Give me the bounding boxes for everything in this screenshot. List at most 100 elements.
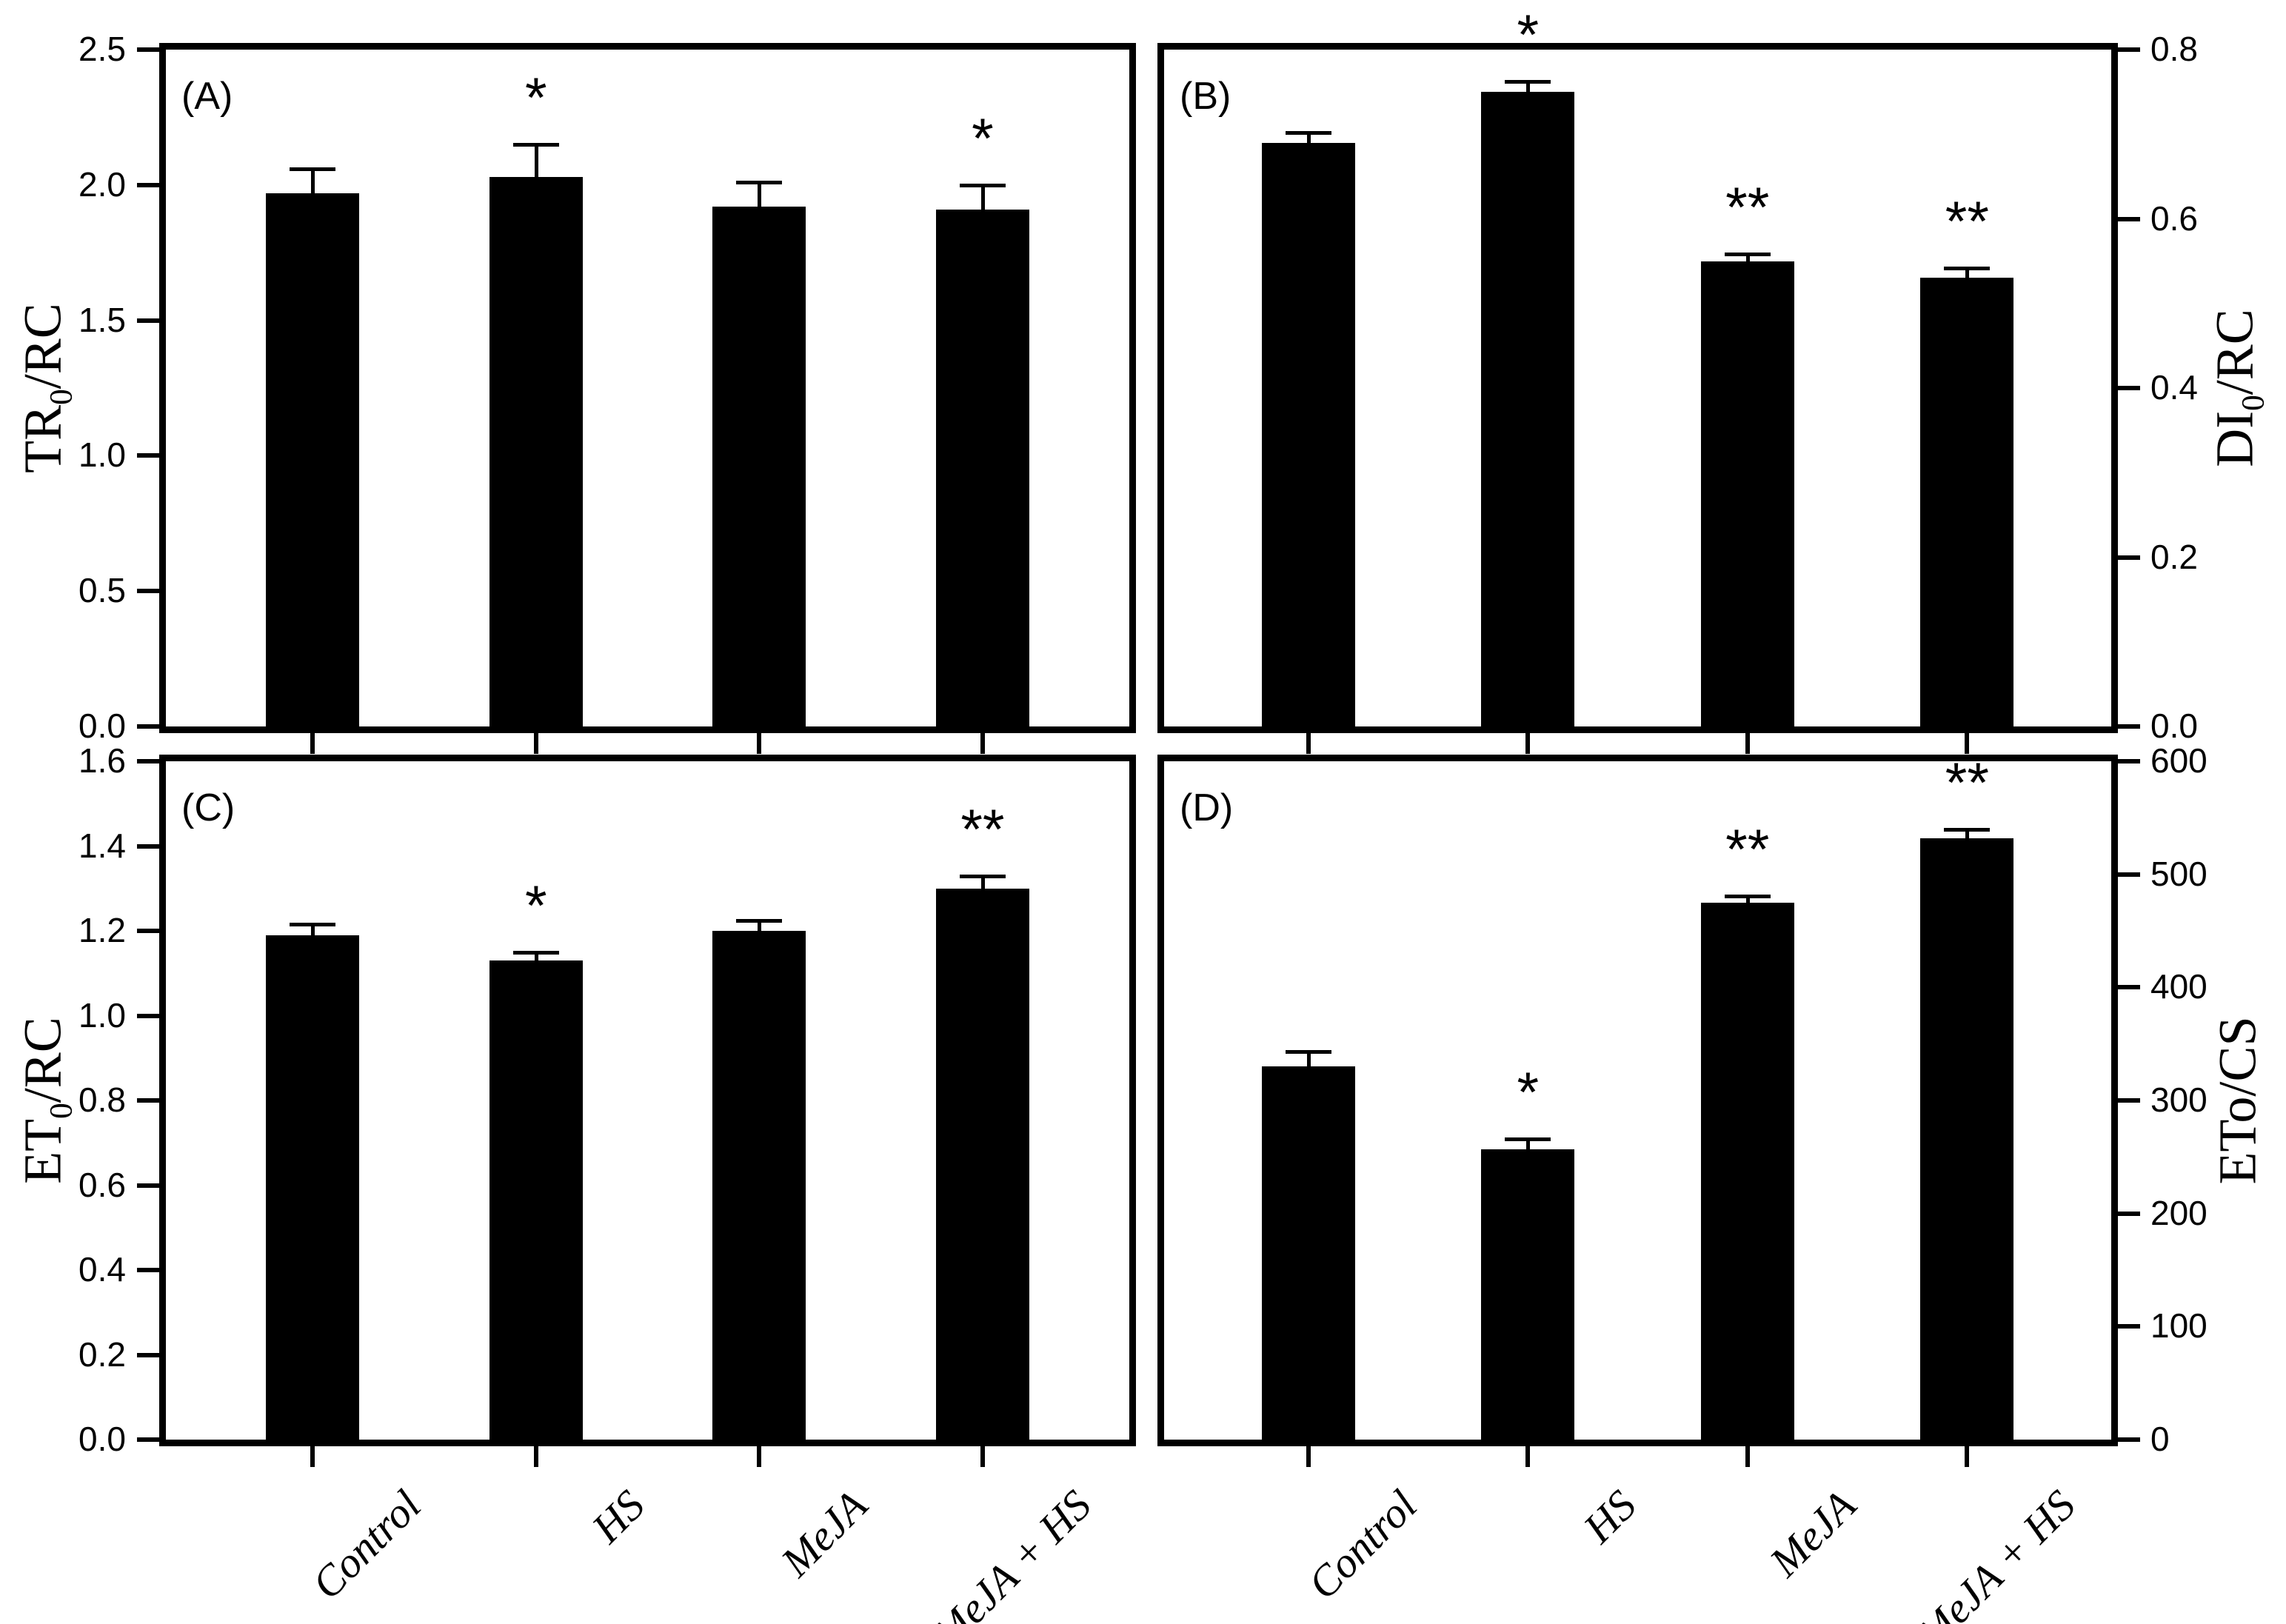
- error-bar-stem: [534, 144, 538, 177]
- bar-MeJA: [1700, 902, 1794, 1440]
- bar-MeJA + HS: [935, 209, 1029, 726]
- y-axis-tick: [137, 724, 159, 729]
- bar-HS: [489, 176, 583, 726]
- y-axis-tick-label: 1.5: [78, 300, 126, 339]
- error-bar-cap: [736, 181, 783, 185]
- y-axis-tick-label: 0.0: [78, 706, 126, 745]
- error-bar-stem: [758, 182, 762, 207]
- y-axis-tick: [2118, 985, 2140, 990]
- y-axis-tick: [137, 759, 159, 763]
- panel-A-box: [159, 43, 1136, 733]
- error-bar-stem: [980, 875, 985, 889]
- significance-marker: **: [1725, 176, 1770, 240]
- x-axis-tick: [757, 733, 762, 754]
- y-axis-tick-label: 1.0: [78, 435, 126, 475]
- error-bar-cap: [512, 950, 559, 955]
- x-category-label: MeJA: [772, 1480, 877, 1586]
- x-category-label: MeJA + HS: [923, 1480, 1100, 1624]
- bar-MeJA + HS: [1920, 838, 2014, 1440]
- y-axis-tick: [137, 1098, 159, 1103]
- panel-B-box: [1157, 43, 2118, 733]
- x-axis-tick: [310, 1446, 315, 1467]
- bar-Control: [1261, 142, 1355, 726]
- error-bar-stem: [1526, 81, 1531, 93]
- error-bar-cap: [1285, 1050, 1331, 1055]
- y-axis-tick: [2118, 724, 2140, 729]
- y-axis-tick: [137, 589, 159, 594]
- y-axis-tick-label: 0.0: [78, 1420, 126, 1458]
- significance-marker: **: [1945, 751, 1989, 815]
- y-axis-title: DI0/RC: [2205, 309, 2271, 467]
- y-axis-tick-label: 0.2: [2150, 537, 2198, 576]
- y-axis-tick: [137, 843, 159, 849]
- significance-marker: **: [960, 798, 1005, 861]
- x-axis-tick: [980, 1446, 985, 1467]
- y-axis-tick: [2118, 759, 2140, 763]
- y-axis-tick: [2118, 1098, 2140, 1103]
- y-axis-tick: [137, 47, 159, 52]
- y-axis-tick-label: 400: [2150, 967, 2208, 1006]
- panel-letter: (D): [1180, 786, 1234, 829]
- x-axis-tick: [1525, 733, 1531, 754]
- y-axis-tick-label: 0.8: [78, 1080, 126, 1119]
- y-axis-tick-label: 0.4: [78, 1250, 126, 1289]
- significance-marker: **: [1725, 818, 1770, 881]
- y-axis-tick: [2118, 1211, 2140, 1216]
- significance-marker: *: [1517, 1060, 1540, 1124]
- y-axis-tick-label: 500: [2150, 854, 2208, 893]
- bar-Control: [266, 935, 360, 1440]
- y-axis-tick: [137, 1013, 159, 1018]
- y-axis-tick: [137, 929, 159, 933]
- bar-HS: [1481, 1149, 1575, 1440]
- error-bar-stem: [1965, 829, 1970, 838]
- y-axis-tick: [137, 1352, 159, 1357]
- error-bar-cap: [1944, 827, 1991, 832]
- y-axis-title: TR0/RC: [13, 303, 79, 473]
- error-bar-cap: [290, 923, 336, 927]
- significance-marker: *: [524, 874, 547, 938]
- significance-marker: **: [1945, 190, 1989, 253]
- bar-MeJA: [712, 207, 806, 726]
- y-axis-tick-label: 200: [2150, 1193, 2208, 1232]
- x-axis-tick: [980, 733, 985, 754]
- panel-C-box: [159, 755, 1136, 1446]
- x-axis-tick: [533, 733, 538, 754]
- error-bar-stem: [1306, 1052, 1311, 1067]
- y-axis-tick-label: 0.6: [78, 1165, 126, 1204]
- x-axis-tick: [310, 733, 315, 754]
- x-axis-tick: [1306, 1446, 1311, 1467]
- y-axis-tick-label: 0.8: [2150, 30, 2198, 68]
- error-bar-stem: [1745, 895, 1750, 903]
- y-axis-tick-label: 100: [2150, 1306, 2208, 1346]
- bar-Control: [266, 193, 360, 726]
- x-axis-tick: [1745, 1446, 1750, 1467]
- y-axis-tick-label: 0.2: [78, 1334, 126, 1374]
- y-axis-tick: [2118, 216, 2140, 221]
- y-axis-tick-label: 1.4: [78, 826, 126, 865]
- error-bar-cap: [290, 167, 336, 171]
- y-axis-tick-label: 2.0: [78, 164, 126, 204]
- error-bar-stem: [311, 168, 315, 193]
- x-axis-tick: [1965, 1446, 1970, 1467]
- y-axis-tick: [2118, 386, 2140, 390]
- bar-HS: [489, 960, 583, 1440]
- error-bar-stem: [1526, 1138, 1531, 1149]
- x-axis-tick: [533, 1446, 538, 1467]
- error-bar-cap: [1944, 266, 1991, 270]
- error-bar-stem: [534, 952, 538, 961]
- significance-marker: *: [972, 107, 994, 170]
- y-axis-tick: [137, 1437, 159, 1442]
- y-axis-tick: [137, 318, 159, 323]
- y-axis-title: ET0/RC: [13, 1017, 79, 1184]
- significance-marker: *: [1517, 4, 1540, 67]
- y-axis-tick-label: 0.4: [2150, 368, 2198, 407]
- y-axis-tick-label: 1.2: [78, 911, 126, 949]
- error-bar-cap: [959, 183, 1006, 187]
- error-bar-cap: [1285, 130, 1331, 135]
- error-bar-cap: [1724, 894, 1771, 898]
- y-axis-tick-label: 0.5: [78, 571, 126, 610]
- y-axis-tick-label: 0: [2150, 1420, 2170, 1458]
- x-axis-tick: [757, 1446, 762, 1467]
- bar-MeJA + HS: [935, 888, 1029, 1440]
